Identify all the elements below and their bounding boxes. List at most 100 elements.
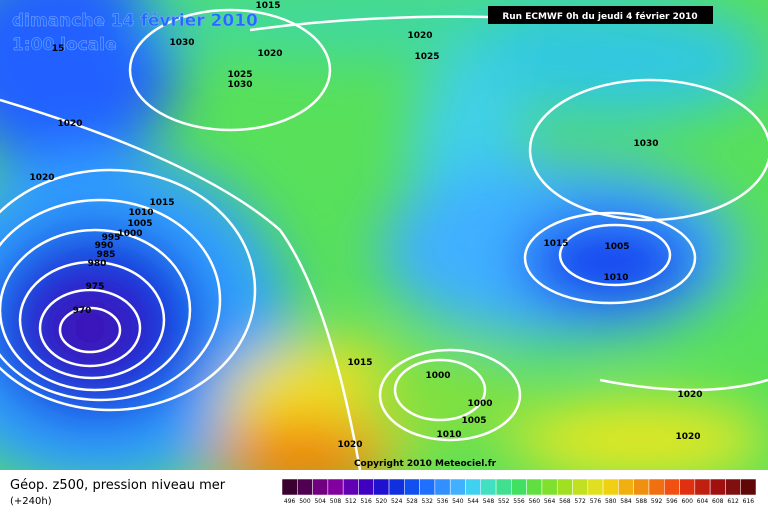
isobar-label: 1020 <box>407 31 432 41</box>
isobar-label: 1010 <box>128 208 153 218</box>
isobar-label: 1005 <box>604 242 629 252</box>
scale-swatch <box>526 478 543 496</box>
isobar-label: 15 <box>52 44 65 54</box>
scale-label: 584 <box>620 498 632 505</box>
scale-label: 572 <box>574 498 586 505</box>
isobar-label: 1015 <box>255 1 280 11</box>
scale-swatch <box>312 478 329 496</box>
isobar-label: 1000 <box>117 229 142 239</box>
run-label: Run ECMWF 0h du jeudi 4 février 2010 <box>502 11 697 22</box>
scale-label: 544 <box>467 498 479 505</box>
scale-swatch <box>511 478 527 496</box>
legend-title: Géop. z500, pression niveau mer <box>10 478 226 493</box>
time-title: 1:00 locale <box>12 35 117 55</box>
scale-label: 540 <box>452 498 464 505</box>
scale-swatch <box>495 478 512 496</box>
isobar-label: 985 <box>97 250 116 260</box>
scale-swatch <box>480 478 497 496</box>
scale-swatch <box>725 478 741 496</box>
scale-label: 516 <box>360 498 372 505</box>
isobar-label: 980 <box>88 259 107 269</box>
color-scale: 496 500 504 508 512 516 520 524 528 532 536 540 544 5… <box>281 478 757 505</box>
scale-label: 576 <box>590 498 602 505</box>
isobar-label: 1030 <box>633 139 658 149</box>
scale-label: 532 <box>422 498 434 505</box>
scale-label: 500 <box>299 498 311 505</box>
scale-swatch <box>709 478 726 496</box>
isobar-label: 1005 <box>127 219 152 229</box>
isobar-label: 1000 <box>467 399 492 409</box>
scale-label: 524 <box>391 498 403 505</box>
scale-label: 608 <box>712 498 724 505</box>
scale-label: 596 <box>666 498 678 505</box>
scale-swatch <box>327 478 344 496</box>
scale-swatch <box>342 478 359 496</box>
scale-label: 568 <box>559 498 571 505</box>
scale-label: 512 <box>345 498 357 505</box>
scale-swatch <box>648 478 665 496</box>
scale-swatch <box>404 478 420 496</box>
isobar-label: 1010 <box>436 430 461 440</box>
isobar-label: 1030 <box>169 38 194 48</box>
isobar-label: 1015 <box>543 239 568 249</box>
scale-label: 548 <box>483 498 495 505</box>
scale-label: 580 <box>605 498 617 505</box>
scale-swatch <box>388 478 405 496</box>
scale-swatch <box>572 478 589 496</box>
scale-swatch <box>633 478 650 496</box>
scale-swatch <box>449 478 466 496</box>
isobar-label: 1015 <box>149 198 174 208</box>
isobar-label: 1010 <box>603 273 628 283</box>
isobar-label: 970 <box>73 306 92 316</box>
scale-label: 616 <box>743 498 755 505</box>
scale-swatch <box>373 478 390 496</box>
scale-swatch <box>679 478 696 496</box>
scale-swatch <box>358 478 374 496</box>
isobar-label: 1020 <box>337 440 362 450</box>
isobar-label: 1020 <box>677 390 702 400</box>
scale-swatch <box>664 478 680 496</box>
scale-swatch <box>419 478 436 496</box>
scale-swatch <box>618 478 634 496</box>
scale-label: 520 <box>376 498 388 505</box>
isobar-label: 1020 <box>29 173 54 183</box>
isobar-label: 975 <box>86 282 105 292</box>
scale-swatch <box>587 478 604 496</box>
isobar-label: 1020 <box>57 119 82 129</box>
scale-label: 564 <box>544 498 556 505</box>
isobar-label: 1030 <box>227 80 252 90</box>
isobar-label: 1005 <box>461 416 486 426</box>
scale-swatch <box>541 478 558 496</box>
isobar-label: 995 <box>102 233 121 243</box>
scale-label: 588 <box>636 498 648 505</box>
isobar-label: 990 <box>95 241 114 251</box>
isobar-labels: 1015103010201025103010201025102010201015… <box>29 1 702 450</box>
scale-swatch <box>434 478 451 496</box>
field <box>0 0 768 470</box>
scale-label: 496 <box>284 498 296 505</box>
scale-label: 508 <box>330 498 342 505</box>
scale-label: 552 <box>498 498 510 505</box>
scale-label: 612 <box>727 498 739 505</box>
copyright: Copyright 2010 Meteociel.fr <box>354 459 497 469</box>
scale-label: 592 <box>651 498 663 505</box>
scale-swatch <box>602 478 619 496</box>
isobar-label: 1025 <box>414 52 439 62</box>
isobar-label: 1000 <box>425 371 450 381</box>
scale-label: 560 <box>529 498 541 505</box>
scale-swatch <box>465 478 482 496</box>
scale-swatch <box>281 478 298 496</box>
isobar-label: 1020 <box>675 432 700 442</box>
legend-lead: (+240h) <box>10 496 52 507</box>
scale-label: 504 <box>314 498 326 505</box>
scale-swatch <box>740 478 757 496</box>
isobar-label: 1020 <box>257 49 282 59</box>
isobar-label: 1015 <box>347 358 372 368</box>
date-title: dimanche 14 février 2010 <box>12 11 258 31</box>
scale-swatch <box>694 478 711 496</box>
scale-label: 600 <box>681 498 693 505</box>
scale-label: 528 <box>406 498 418 505</box>
isobar-label: 1025 <box>227 70 252 80</box>
